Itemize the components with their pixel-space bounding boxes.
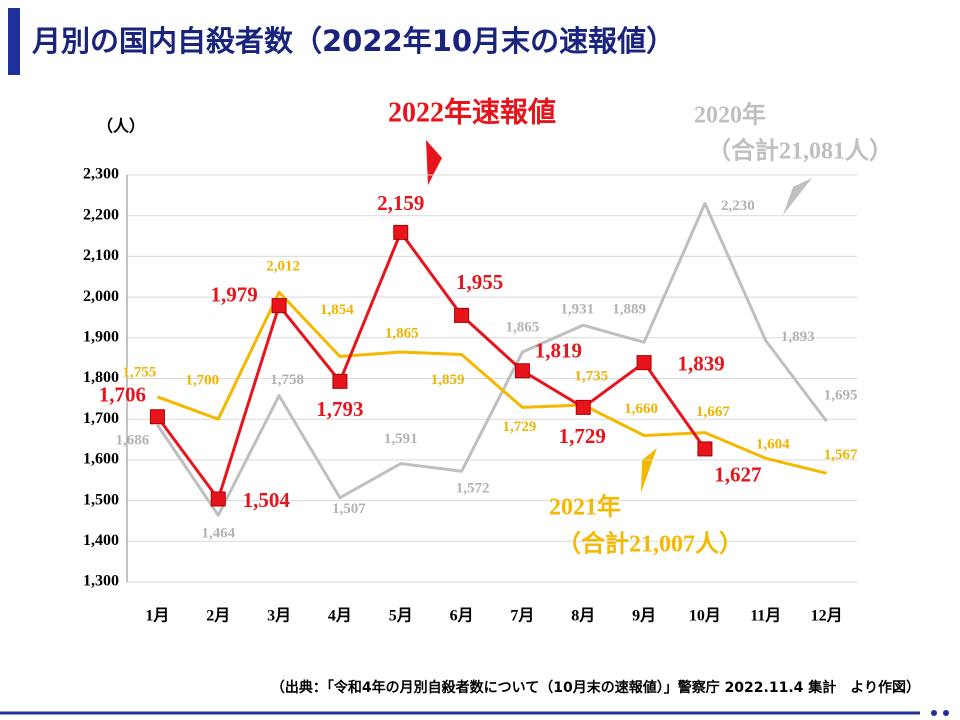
data-label: 1,793 [316, 397, 363, 421]
x-tick-label: 5月 [389, 607, 413, 625]
y-tick-label: 1,400 [83, 532, 119, 549]
data-label: 1,627 [714, 463, 761, 487]
data-label: 1,819 [535, 339, 582, 363]
data-label: 1,464 [201, 526, 235, 542]
data-label: 1,889 [612, 302, 646, 318]
data-label: 1,729 [503, 419, 537, 435]
data-label: 1,567 [824, 447, 858, 463]
series-line [156, 230, 707, 501]
x-tick-label: 11月 [750, 607, 781, 625]
point-marker [332, 373, 348, 389]
data-label: 1,755 [123, 364, 157, 380]
point-marker [271, 298, 287, 314]
data-label: 1,893 [781, 329, 815, 345]
series-annotation: 2020年 [694, 101, 766, 129]
point-marker [393, 224, 409, 240]
x-tick-label: 1月 [145, 607, 169, 625]
y-tick-label: 1,700 [83, 410, 119, 427]
data-label: 2,159 [377, 191, 424, 215]
y-tick-label: 2,200 [83, 206, 119, 223]
y-tick-label: 1,500 [83, 491, 119, 508]
data-label: 1,735 [574, 368, 608, 384]
x-tick-label: 12月 [811, 607, 843, 625]
data-label: 1,955 [456, 270, 503, 294]
data-label: 1,700 [185, 373, 219, 389]
x-tick-label: 9月 [632, 607, 656, 625]
data-label: 1,591 [384, 431, 418, 447]
x-tick-label: 7月 [510, 607, 534, 625]
x-tick-label: 8月 [571, 607, 595, 625]
data-label: 1,706 [99, 383, 146, 407]
point-marker [697, 441, 713, 457]
data-label: 1,865 [506, 319, 540, 335]
data-label: 1,695 [824, 388, 858, 404]
series-line [156, 201, 828, 517]
y-tick-label: 1,800 [83, 369, 119, 386]
data-label: 1,865 [385, 325, 419, 341]
data-label: 1,660 [624, 401, 658, 417]
data-label: 1,931 [560, 302, 594, 318]
y-tick-label: 2,100 [83, 247, 119, 264]
series-note: （合計21,007人） [557, 530, 743, 558]
series-annotation: 2021年 [549, 493, 621, 521]
point-marker [149, 409, 165, 425]
y-tick-label: 2,300 [83, 166, 119, 183]
series-annotation: 2022年速報値 [388, 95, 556, 128]
data-label: 2,012 [266, 259, 300, 275]
y-tick-label: 1,900 [83, 328, 119, 345]
data-label: 1,686 [116, 432, 150, 448]
data-label: 1,854 [320, 302, 354, 318]
point-marker [454, 307, 470, 323]
x-tick-label: 6月 [450, 607, 474, 625]
footer-dot [931, 710, 937, 716]
data-label: 1,859 [431, 372, 465, 388]
data-label: 1,979 [210, 282, 257, 306]
series-note: （合計21,081人） [707, 137, 893, 165]
x-tick-label: 2月 [206, 607, 230, 625]
point-marker [210, 491, 226, 507]
x-tick-label: 10月 [689, 607, 721, 625]
y-tick-label: 1,600 [83, 451, 119, 468]
data-label: 2,230 [721, 198, 755, 214]
y-tick-label: 1,300 [83, 573, 119, 590]
data-label: 1,604 [756, 437, 790, 453]
arrow [783, 178, 812, 215]
x-tick-label: 4月 [328, 607, 352, 625]
data-label: 1,729 [559, 424, 606, 448]
arrow [426, 140, 442, 185]
data-label: 1,572 [456, 481, 490, 497]
x-tick-label: 3月 [267, 607, 291, 625]
source: （出典：「令和4年の月別自殺者数について（10月末の速報値）」警察庁 2022.… [271, 679, 920, 696]
title-bar [8, 8, 20, 75]
point-marker [575, 399, 591, 415]
arrow [641, 448, 657, 493]
data-label: 1,758 [270, 372, 304, 388]
data-label: 1,667 [696, 404, 730, 420]
data-label: 1,507 [332, 501, 366, 517]
series-line [156, 290, 827, 475]
data-label: 1,839 [677, 351, 724, 375]
point-marker [636, 355, 652, 371]
point-marker [514, 363, 530, 379]
slide-title: 月別の国内自殺者数（2022年10月末の速報値） [31, 24, 675, 58]
data-label: 1,504 [243, 488, 291, 512]
footer-dot [943, 710, 949, 716]
y-axis-label: （人） [97, 117, 145, 136]
y-tick-label: 2,000 [83, 288, 119, 305]
